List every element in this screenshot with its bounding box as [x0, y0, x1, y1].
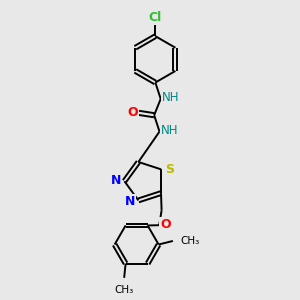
Text: N: N — [111, 173, 121, 187]
Text: O: O — [160, 218, 171, 231]
Text: CH₃: CH₃ — [180, 236, 200, 246]
Text: N: N — [125, 195, 135, 208]
Text: NH: NH — [162, 91, 180, 104]
Text: NH: NH — [161, 124, 179, 136]
Text: Cl: Cl — [149, 11, 162, 24]
Text: O: O — [128, 106, 138, 119]
Text: S: S — [165, 163, 174, 176]
Text: CH₃: CH₃ — [115, 285, 134, 295]
